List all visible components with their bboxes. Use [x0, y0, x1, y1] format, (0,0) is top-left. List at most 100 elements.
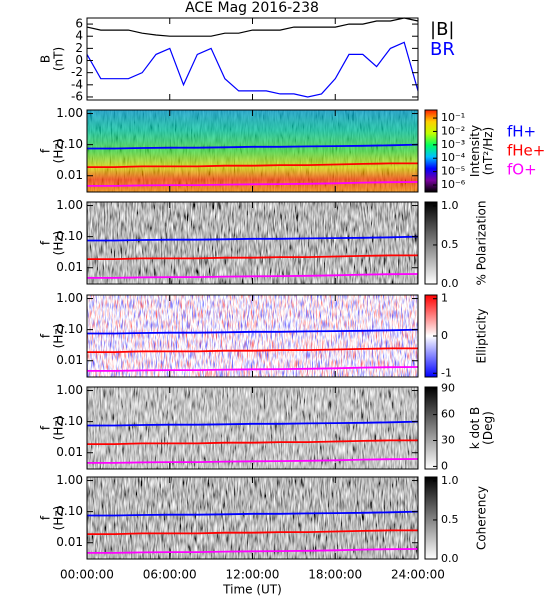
y-axis-label: (Hz) [52, 506, 66, 531]
colorbar-label: Coherency [475, 486, 489, 550]
y-tick-label: 1.00 [56, 291, 83, 305]
y-axis-label: f [39, 333, 53, 338]
colorbar-tick-label: 10⁻¹ [441, 111, 465, 124]
y-tick-label: 4 [75, 29, 83, 43]
colorbar [424, 476, 438, 560]
colorbar-label: % Polarization [475, 201, 489, 286]
y-axis-label: f [39, 515, 53, 520]
spectrogram-image [87, 387, 418, 469]
x-tick-label: 00:00:00 [60, 568, 114, 582]
series-line [87, 235, 419, 242]
legend-entry: fO+ [507, 161, 537, 179]
y-axis-label: f [39, 148, 53, 153]
colorbar-label: (Deg) [481, 411, 495, 445]
colorbar-tick-label: 60 [441, 408, 455, 421]
y-tick-label: 1.00 [56, 473, 83, 487]
x-tick-label: 06:00:00 [143, 568, 197, 582]
y-axis-label: (Hz) [52, 231, 66, 256]
colorbar-tick-label: -1 [441, 366, 452, 379]
colorbar-tick-label: 10⁻² [441, 124, 465, 137]
y-axis-label: f [39, 240, 53, 245]
legend-entry: fH+ [507, 123, 536, 141]
colorbar-tick-label: 0.0 [441, 277, 459, 290]
colorbar-tick-label: 0.5 [441, 238, 459, 251]
y-axis-label: (Hz) [52, 416, 66, 441]
series-line [87, 439, 418, 445]
x-tick-label: 12:00:00 [226, 568, 280, 582]
y-tick-label: 6 [75, 17, 83, 31]
y-tick-label: 0.01 [56, 260, 83, 274]
legend-entry: |B| [430, 19, 454, 40]
legend-entry: BR [430, 39, 455, 60]
y-tick-label: 0.10 [56, 322, 83, 336]
colorbar-tick-label: 0 [441, 459, 448, 472]
spectrogram-image [87, 202, 418, 284]
x-axis-label: Time (UT) [222, 583, 282, 597]
x-tick-label: 18:00:00 [308, 568, 362, 582]
colorbar-tick-label: 0.0 [441, 552, 459, 565]
y-tick-label: 1.00 [56, 383, 83, 397]
y-tick-label: 0.01 [56, 168, 83, 182]
colorbar-tick-label: 1.0 [441, 474, 459, 487]
legend-entry: fHe+ [507, 142, 545, 160]
y-axis-label: (Hz) [52, 324, 66, 349]
spectrogram-image [87, 477, 418, 559]
y-tick-label: 0.01 [56, 535, 83, 549]
colorbar-tick-label: 30 [441, 434, 455, 447]
chart-title: ACE Mag 2016-238 [185, 0, 319, 16]
colorbar-label: (nT²/Hz) [481, 127, 495, 175]
y-axis-label: (Hz) [52, 139, 66, 164]
colorbar-label: Ellipticity [475, 309, 489, 364]
series-line [87, 181, 419, 187]
series-line [87, 366, 419, 372]
y-tick-label: 0.10 [56, 504, 83, 518]
colorbar-tick-label: 10⁻³ [441, 138, 465, 151]
series-line [86, 17, 419, 37]
y-tick-label: 0.01 [56, 353, 83, 367]
colorbar-tick-label: 0 [441, 329, 448, 342]
series-line [87, 529, 418, 535]
colorbar-tick-label: 1 [441, 292, 448, 305]
colorbar-tick-label: 0.5 [441, 513, 459, 526]
y-tick-label: -4 [71, 77, 83, 91]
x-tick-label: 24:00:00 [391, 568, 445, 582]
spectrogram-image [87, 110, 418, 192]
series-line [87, 143, 419, 150]
y-axis-label: f [39, 425, 53, 430]
colorbar-tick-label: 1.0 [441, 199, 459, 212]
colorbar-tick-label: 10⁻⁶ [441, 178, 466, 191]
y-tick-label: 0.01 [56, 445, 83, 459]
y-tick-label: 0.10 [56, 137, 83, 151]
y-tick-label: -6 [71, 89, 83, 103]
spectrogram-image [87, 295, 418, 377]
colorbar-tick-label: 90 [441, 382, 455, 395]
colorbar [424, 386, 438, 470]
series-line [87, 254, 418, 260]
y-tick-label: 1.00 [56, 106, 83, 120]
colorbar-tick-label: 10⁻⁵ [441, 165, 465, 178]
series-line [87, 420, 419, 427]
series-line [87, 273, 419, 279]
colorbar [424, 109, 438, 193]
series-line [87, 548, 419, 554]
y-tick-label: 0 [75, 53, 83, 67]
series-line [87, 510, 419, 517]
series-line [87, 162, 418, 168]
y-tick-label: 1.00 [56, 198, 83, 212]
y-tick-label: 2 [75, 41, 83, 55]
colorbar-label: k dot B [468, 407, 482, 449]
y-tick-label: 0.10 [56, 414, 83, 428]
series-line [87, 347, 418, 353]
y-axis-label: (nT) [52, 47, 66, 71]
series-line [87, 458, 419, 464]
series-line [87, 328, 419, 335]
y-axis-label: B [39, 55, 53, 63]
y-tick-label: -2 [71, 65, 83, 79]
colorbar-tick-label: 10⁻⁴ [441, 151, 466, 164]
colorbar [424, 201, 438, 285]
y-tick-label: 0.10 [56, 229, 83, 243]
colorbar-label: Intensity [468, 125, 482, 177]
series-line [86, 41, 419, 98]
